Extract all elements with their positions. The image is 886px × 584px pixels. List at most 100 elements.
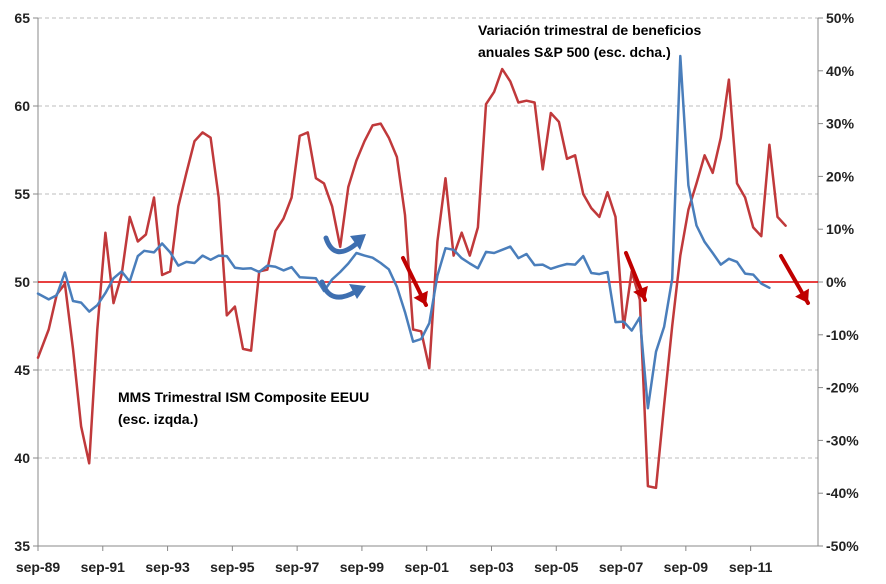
left-tick-label-35: 35 [14,538,30,554]
right-tick-label--30%: -30% [826,432,859,448]
ism-point-92 [784,224,787,227]
right-tick-label--20%: -20% [826,380,859,396]
ism-point-35 [323,182,326,185]
ism-point-33 [306,131,309,134]
sp500-point-56 [493,252,496,255]
sp500-point-20 [201,254,204,257]
right-tick-label-40%: 40% [826,63,855,79]
ism-point-16 [169,270,172,273]
ism-point-52 [460,231,463,234]
ism-point-29 [274,230,277,233]
ism-point-51 [452,254,455,257]
sp500-point-58 [509,245,512,248]
sp500-point-59 [517,257,520,260]
sp500-point-90 [768,286,771,289]
sp500-point-15 [161,242,164,245]
sp500-point-64 [557,265,560,268]
ism-point-61 [533,101,536,104]
sp500-point-53 [468,262,471,265]
sp500-point-27 [258,271,261,274]
ism-point-6 [88,462,91,465]
ism-point-59 [517,101,520,104]
sp500-point-23 [225,255,228,258]
sp500-point-42 [379,262,382,265]
ism-point-36 [331,205,334,208]
annotation-sp500-line1: Variación trimestral de beneficios [478,22,702,38]
ism-point-50 [444,177,447,180]
ism-point-0 [37,356,40,359]
ism-point-20 [201,131,204,134]
sp500-point-62 [541,263,544,266]
sp500-point-79 [679,55,682,58]
x-tick-label-sep-05: sep-05 [534,559,579,575]
ism-point-44 [395,156,398,159]
ism-point-53 [468,254,471,257]
sp500-point-84 [719,263,722,266]
right-tick-label--10%: -10% [826,327,859,343]
sp500-point-26 [250,267,253,270]
x-tick-label-sep-01: sep-01 [405,559,450,575]
ism-point-24 [233,305,236,308]
sp500-point-3 [63,271,66,274]
left-tick-label-40: 40 [14,450,30,466]
sp500-point-8 [104,292,107,295]
sp500-point-29 [274,265,277,268]
ism-point-68 [590,207,593,210]
right-tick-label-10%: 10% [826,221,855,237]
ism-point-37 [339,245,342,248]
red-down-arrow-2007-head [633,285,648,300]
sp500-point-50 [444,247,447,250]
sp500-point-41 [371,256,374,259]
sp500-point-49 [436,274,439,277]
sp500-point-54 [476,267,479,270]
sp500-point-40 [363,254,366,257]
sp500-point-77 [663,325,666,328]
blue-curved-arrow-down-head [349,284,366,299]
sp500-point-25 [242,267,245,270]
annotation-ism-line2: (esc. izqda.) [118,411,198,427]
annotation-ism-line1: MMS Trimestral ISM Composite EEUU [118,389,369,405]
sp500-point-52 [460,257,463,260]
sp500-point-0 [37,292,40,295]
red-down-arrow-2012-head [795,288,809,303]
ism-point-89 [760,235,763,238]
ism-point-8 [104,231,107,234]
ism-point-5 [80,425,83,428]
sp500-point-69 [598,273,601,276]
sp500-point-21 [209,258,212,261]
sp500-point-30 [282,269,285,272]
sp500-point-46 [412,340,415,343]
sp500-point-85 [727,257,730,260]
ism-point-34 [314,177,317,180]
sp500-point-73 [630,329,633,332]
sp500-point-2 [55,294,58,297]
ism-point-32 [298,134,301,137]
sp500-point-75 [646,407,649,410]
sp500-point-11 [128,280,131,283]
left-tick-label-50: 50 [14,274,30,290]
sp500-point-88 [752,273,755,276]
ism-point-11 [128,215,131,218]
ism-point-9 [112,302,115,305]
sp500-point-16 [169,251,172,254]
sp500-point-78 [671,277,674,280]
sp500-point-1 [47,298,50,301]
sp500-point-17 [177,264,180,267]
left-tick-label-65: 65 [14,10,30,26]
sp500-point-57 [501,248,504,251]
sp500-point-9 [112,277,115,280]
right-tick-label--50%: -50% [826,538,859,554]
ism-point-58 [509,80,512,83]
sp500-point-65 [566,263,569,266]
ism-point-63 [549,112,552,115]
ism-point-13 [144,233,147,236]
blue-curved-arrow-up [323,235,359,255]
ism-point-56 [493,90,496,93]
ism-point-7 [96,328,99,331]
sp500-point-51 [452,248,455,251]
sp500-point-70 [606,271,609,274]
ism-point-88 [752,226,755,229]
ism-point-23 [225,314,228,317]
ism-point-21 [209,136,212,139]
